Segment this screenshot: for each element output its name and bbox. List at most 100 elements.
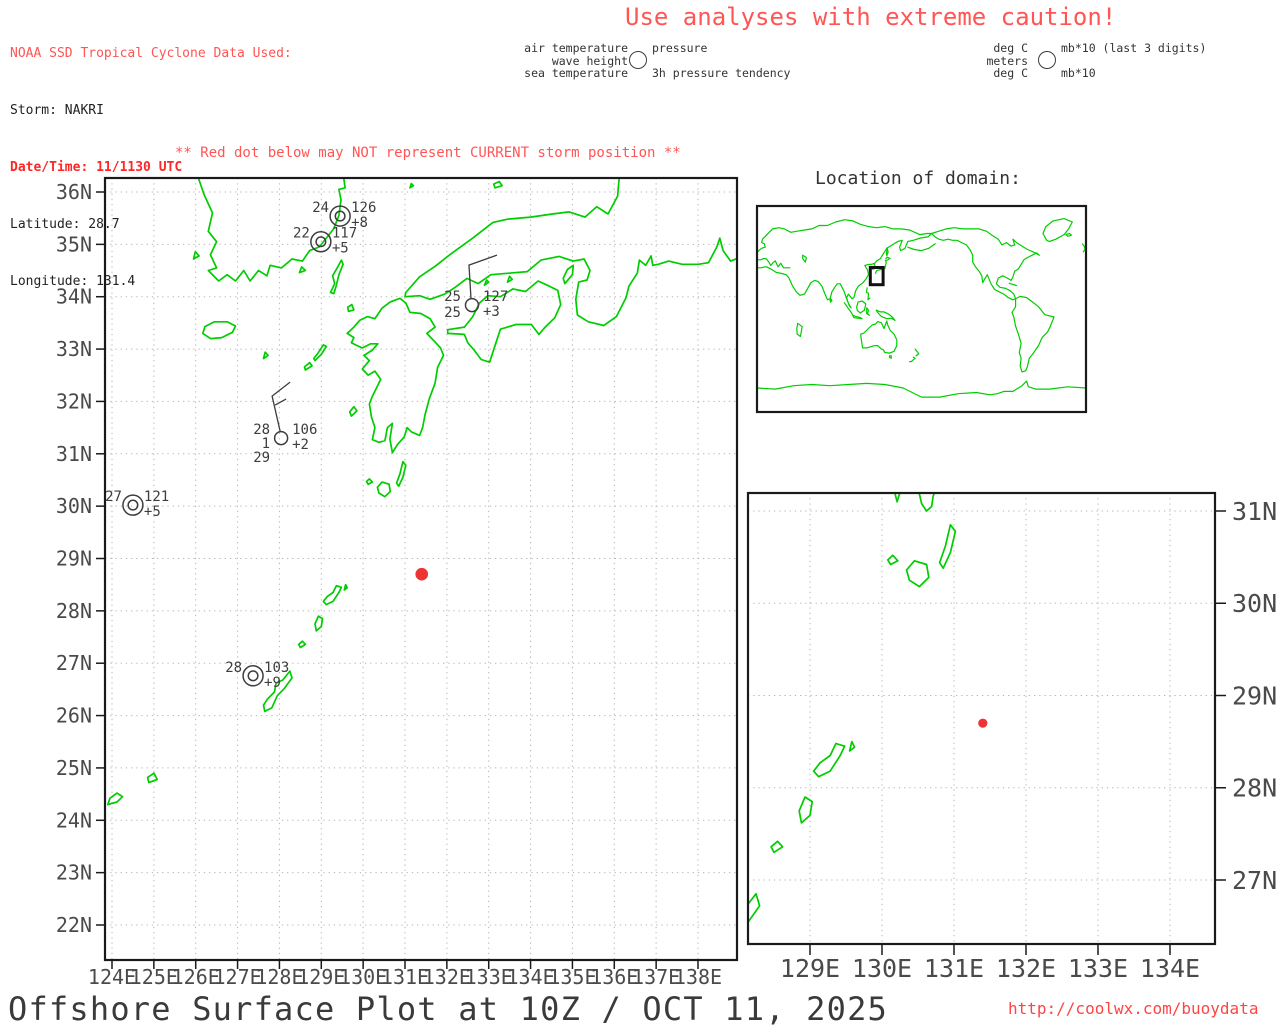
caution-banner: Use analyses with extreme caution! (625, 3, 1117, 31)
plot-title: Offshore Surface Plot at 10Z / OCT 11, 2… (8, 990, 889, 1028)
legend-tendency-label: 3h pressure tendency (652, 66, 791, 80)
station-air-temp: 28 (253, 422, 270, 438)
calm-wind-icon (329, 205, 351, 227)
x-tick-label: 130E (339, 965, 387, 989)
legend-pressure-label: pressure (652, 41, 708, 55)
legend-units-circle-icon (1038, 51, 1056, 69)
y-tick-label: 33N (56, 337, 92, 361)
header-storm-line: Storm: NAKRI (10, 103, 104, 118)
storm-position-dot-zoom (978, 718, 988, 728)
x-tick-label: 132E (996, 954, 1056, 983)
station-circle-icon (247, 670, 259, 682)
station-plot: 22 117+5 (293, 226, 357, 257)
legend-tendency-units: mb*10 (1061, 66, 1096, 80)
station-air-temp: 25 (444, 289, 461, 305)
world-inset-map (755, 204, 1088, 414)
source-url: http://coolwx.com/buoydata (1008, 999, 1259, 1018)
station-plot: 24 126+8 (312, 200, 376, 231)
world-map-frame (755, 204, 1088, 414)
x-tick-label: 138E (674, 965, 722, 989)
legend-pressure-units: mb*10 (last 3 digits) (1061, 41, 1207, 55)
legend-wave-height-label: wave height (551, 53, 628, 68)
station-pressure-tendency: +5 (332, 241, 349, 257)
calm-wind-icon (122, 494, 144, 516)
inset-map-title: Location of domain: (815, 168, 1021, 189)
station-pressure: 106 (292, 422, 317, 438)
y-tick-label: 34N (56, 285, 92, 309)
station-air-temp: 24 (312, 200, 329, 216)
y-tick-label: 30N (56, 494, 92, 518)
legend-sea-temp-label: sea temperature (524, 66, 628, 80)
station-air-temp: 28 (225, 660, 242, 676)
y-tick-label: 24N (56, 808, 92, 832)
station-plot: 28 103+9 (225, 660, 289, 691)
x-tick-label: 126E (172, 965, 220, 989)
x-tick-label: 134E (506, 965, 554, 989)
station-pressure: 127 (483, 289, 508, 305)
station-air-temp: 27 (105, 489, 122, 505)
station-sea-temp: 25 (444, 305, 461, 321)
station-pressure: 103 (264, 660, 289, 676)
x-tick-label: 133E (1068, 954, 1128, 983)
station-pressure-tendency: +3 (483, 304, 500, 320)
y-tick-label: 32N (56, 389, 92, 413)
legend-station-circle-icon (629, 51, 647, 69)
storm-position-warning: ** Red dot below may NOT represent CURRE… (175, 145, 681, 161)
clip-zoom-frame (746, 491, 1217, 946)
station-pressure: 121 (144, 489, 169, 505)
legend-air-units: deg C (993, 41, 1028, 55)
station-circle-icon (464, 297, 480, 313)
clip-main-frame (103, 176, 739, 962)
x-tick-label: 127E (213, 965, 261, 989)
calm-wind-icon (242, 665, 264, 687)
storm-position-dot (415, 567, 429, 581)
y-tick-label: 23N (56, 861, 92, 885)
wind-barb-icon (468, 254, 498, 299)
station-wave-height: 1 (262, 436, 270, 452)
x-tick-label: 129E (297, 965, 345, 989)
y-tick-label: 30N (1232, 589, 1277, 618)
station-plot: 27 121+5 (105, 489, 169, 520)
x-tick-label: 131E (381, 965, 429, 989)
clip-main-axes: 124E125E126E127E128E129E130E131E132E133E… (56, 180, 722, 989)
wind-barb-icon (271, 381, 291, 432)
y-tick-label: 27N (1232, 866, 1277, 895)
domain-location-box (868, 266, 885, 287)
station-circle-icon (127, 499, 139, 511)
x-tick-label: 132E (423, 965, 471, 989)
y-tick-label: 31N (1232, 497, 1277, 526)
station-pressure-tendency: +2 (292, 437, 309, 453)
y-tick-label: 36N (56, 180, 92, 204)
x-tick-label: 124E (88, 965, 136, 989)
x-tick-label: 135E (548, 965, 596, 989)
station-pressure-tendency: +8 (351, 215, 368, 231)
clip-main-coastlines (106, 178, 737, 806)
x-tick-label: 129E (780, 954, 840, 983)
station-pressure-tendency: +5 (144, 504, 161, 520)
x-tick-label: 125E (130, 965, 178, 989)
y-tick-label: 27N (56, 651, 92, 675)
x-tick-label: 134E (1140, 954, 1200, 983)
x-tick-label: 137E (632, 965, 680, 989)
header-datetime-line: Date/Time: 11/1130 UTC (10, 160, 183, 175)
x-tick-label: 136E (590, 965, 638, 989)
legend-wave-units: meters (986, 53, 1028, 68)
x-tick-label: 131E (924, 954, 984, 983)
clip-zoom-gridlines (748, 493, 1215, 944)
y-tick-label: 29N (56, 546, 92, 570)
station-circle-icon (273, 430, 289, 446)
clip-main-gridlines (105, 178, 737, 960)
y-tick-label: 28N (56, 599, 92, 623)
station-pressure-tendency: +9 (264, 675, 281, 691)
clip-zoom-axes: 129E 130E 131E 132E 133E 134E 31N 30N 29N 28N 27N (780, 497, 1277, 983)
calm-wind-icon (310, 230, 332, 253)
clip-zoom-coastlines (748, 493, 957, 924)
y-tick-label: 22N (56, 913, 92, 937)
x-tick-label: 128E (255, 965, 303, 989)
legend-air-temp-label: air temperature (524, 41, 628, 55)
station-circle-icon (315, 236, 327, 248)
y-tick-label: 26N (56, 704, 92, 728)
y-tick-label: 25N (56, 756, 92, 780)
